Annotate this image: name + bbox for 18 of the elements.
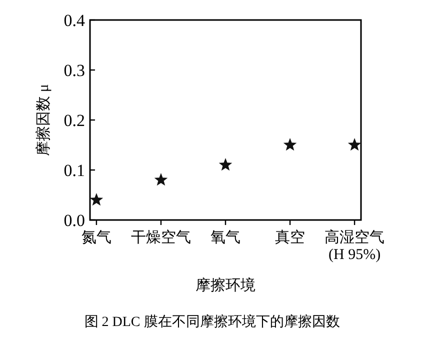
x-tick-label: 真空 <box>275 229 306 246</box>
y-tick-label: 0.1 <box>64 161 85 180</box>
y-tick-label: 0.4 <box>64 11 86 30</box>
y-tick-label: 0.0 <box>64 211 85 230</box>
x-tick-label: 高湿空气 (H 95%) <box>324 229 385 263</box>
y-tick-label: 0.3 <box>64 61 85 80</box>
y-axis-title: 摩擦因数 μ <box>35 84 52 156</box>
point <box>90 193 104 206</box>
point <box>218 158 232 171</box>
point <box>154 173 168 186</box>
x-tick-label: 氧气 <box>210 229 240 246</box>
point <box>348 138 362 151</box>
x-tick-label: 氮气 <box>81 229 112 246</box>
caption: 图 2 DLC 膜在不同摩擦环境下的摩擦因数 <box>84 314 340 330</box>
y-tick-label: 0.2 <box>64 111 85 130</box>
x-axis-title: 摩擦环境 <box>196 277 256 294</box>
point <box>283 138 297 151</box>
x-tick-label: 干燥空气 <box>130 229 191 246</box>
